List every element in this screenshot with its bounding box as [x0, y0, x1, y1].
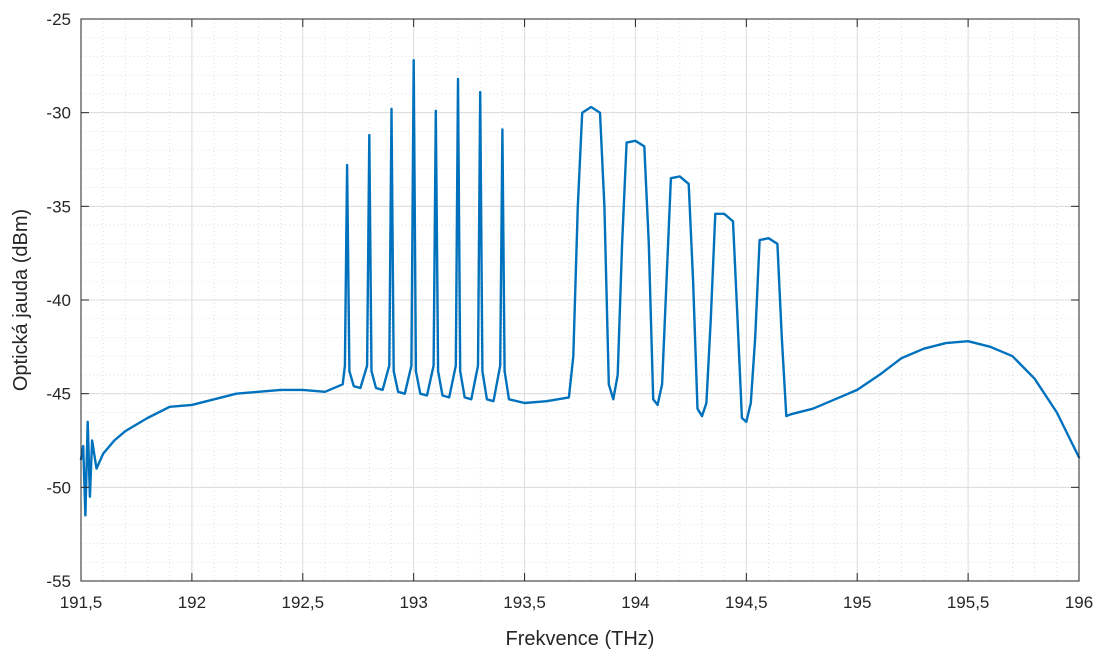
x-tick-label: 194,5 — [725, 593, 768, 612]
series-line — [79, 59, 1081, 517]
x-tick-label: 195,5 — [947, 593, 990, 612]
x-axis-ticks: 191,5 192 192,5 193 193,5 194 194,5 195 195,5 196 — [60, 19, 1093, 612]
x-axis-label: Frekvence (THz) — [506, 628, 655, 650]
x-tick-label: 192 — [178, 593, 206, 612]
y-axis-label: Optická jauda (dBm) — [10, 209, 32, 391]
y-tick-label: -40 — [46, 291, 71, 310]
x-tick-label: 192,5 — [282, 593, 325, 612]
x-tick-label: 193,5 — [503, 593, 546, 612]
y-tick-label: -45 — [46, 385, 71, 404]
y-tick-label: -55 — [46, 572, 71, 591]
y-tick-label: -30 — [46, 104, 71, 123]
y-tick-label: -25 — [46, 10, 71, 29]
x-tick-label: 194 — [621, 593, 649, 612]
y-tick-label: -35 — [46, 197, 71, 216]
x-tick-label: 191,5 — [60, 593, 103, 612]
series-layer — [79, 59, 1081, 517]
x-tick-label: 193 — [399, 593, 427, 612]
x-tick-label: 196 — [1065, 593, 1093, 612]
y-axis-ticks: -55 -50 -45 -40 -35 -30 -25 — [46, 10, 1079, 591]
y-tick-label: -50 — [46, 478, 71, 497]
x-tick-label: 195 — [843, 593, 871, 612]
